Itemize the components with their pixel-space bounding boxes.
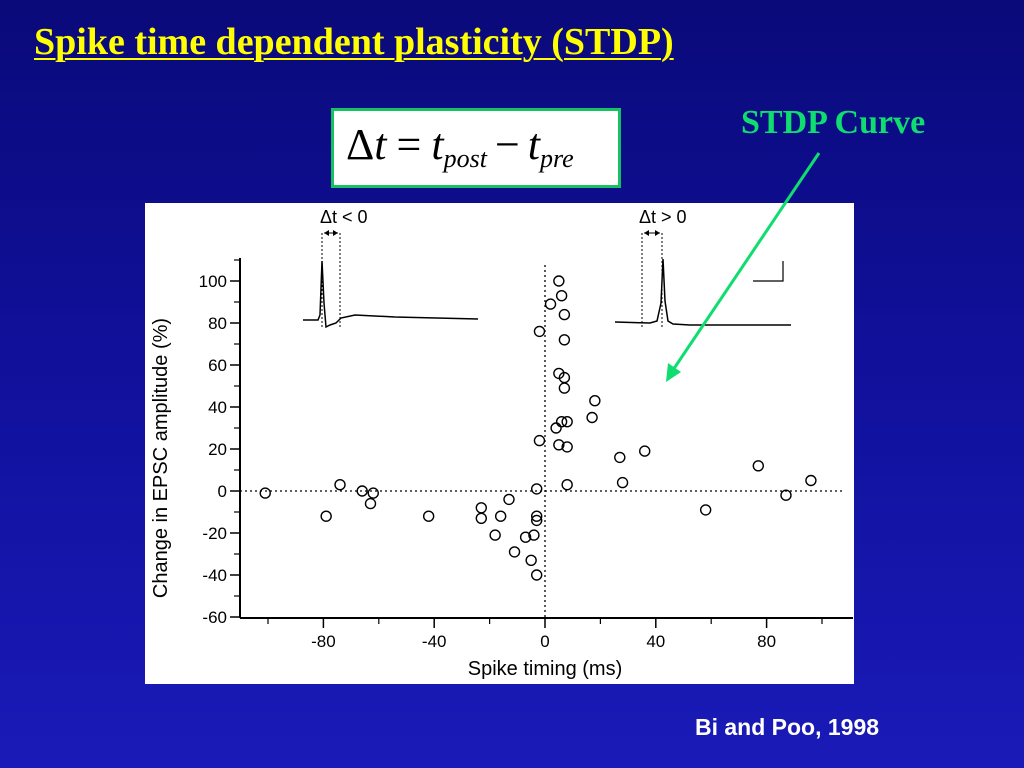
data-point	[503, 493, 515, 506]
data-point	[525, 554, 537, 566]
data-point	[259, 487, 271, 499]
data-point	[494, 510, 507, 522]
data-point	[561, 479, 573, 491]
data-point	[489, 529, 501, 541]
data-point	[364, 497, 377, 510]
y-tick-label: 20	[208, 440, 227, 459]
data-point	[558, 308, 571, 321]
stdp-scatter-chart: Δt < 0 Δt > 0 Spike timing (ms) Change i…	[150, 207, 853, 680]
data-point	[550, 422, 562, 434]
data-point	[553, 439, 565, 451]
data-point	[530, 569, 543, 581]
citation: Bi and Poo, 1998	[695, 714, 880, 740]
stdp-formula: Δt = tpost − tpre	[346, 123, 574, 172]
data-point	[558, 382, 571, 394]
data-point	[508, 546, 521, 558]
data-point	[475, 502, 487, 514]
data-point	[805, 474, 817, 487]
y-tick-label: -20	[202, 524, 227, 543]
formula-t-pre: t	[527, 120, 540, 169]
data-point	[639, 445, 651, 457]
formula-equals: =	[396, 120, 422, 169]
data-point	[555, 289, 568, 302]
inset-trace-positive	[614, 230, 791, 328]
data-point	[752, 460, 764, 472]
data-point	[530, 510, 543, 522]
data-point	[780, 489, 792, 501]
inset-label-negative: Δt < 0	[320, 207, 368, 227]
data-point	[558, 371, 571, 384]
data-point	[530, 514, 543, 527]
data-point	[528, 529, 540, 541]
formula-t: t	[374, 120, 387, 169]
formula-minus: −	[494, 120, 520, 169]
data-point	[356, 485, 368, 497]
data-point	[475, 512, 487, 524]
data-point	[367, 487, 379, 499]
x-tick-label: 80	[757, 632, 776, 651]
x-tick-label: -80	[311, 632, 336, 651]
data-point	[422, 510, 435, 522]
formula-t-post: t	[431, 120, 444, 169]
data-point	[320, 510, 332, 522]
data-point	[533, 325, 546, 338]
y-tick-label: 40	[208, 398, 227, 417]
formula-delta: Δ	[346, 120, 375, 169]
y-tick-label: -60	[202, 608, 227, 627]
data-point	[553, 275, 565, 287]
stdp-plot-panel: Δt < 0 Δt > 0 Spike timing (ms) Change i…	[145, 203, 854, 684]
stdp-curve-label: STDP Curve	[741, 104, 926, 141]
data-point	[586, 411, 598, 424]
data-point	[699, 504, 712, 516]
data-point	[334, 479, 346, 491]
x-tick-label: 40	[646, 632, 665, 651]
formula-box: Δt = tpost − tpre	[331, 108, 621, 188]
y-tick-label: 100	[199, 272, 227, 291]
x-axis-title: Spike timing (ms)	[468, 658, 622, 680]
inset-label-positive: Δt > 0	[639, 207, 687, 227]
y-axis-title: Change in EPSC amplitude (%)	[150, 318, 172, 598]
inset-trace-negative	[303, 230, 479, 329]
data-point	[555, 415, 568, 428]
data-point	[519, 531, 532, 543]
data-point	[561, 415, 573, 428]
data-point	[614, 451, 626, 464]
data-point	[530, 483, 543, 495]
formula-post-subscript: post	[443, 144, 487, 173]
formula-pre-subscript: pre	[540, 144, 574, 173]
data-point	[544, 298, 557, 310]
data-point	[616, 476, 629, 489]
data-point	[561, 441, 573, 453]
y-tick-label: 60	[208, 356, 227, 375]
slide-title: Spike time dependent plasticity (STDP)	[34, 21, 674, 63]
y-tick-label: 80	[208, 314, 227, 333]
data-point	[558, 334, 571, 346]
x-tick-label: -40	[422, 632, 447, 651]
y-tick-label: -40	[202, 566, 227, 585]
y-tick-label: 0	[218, 482, 227, 501]
data-point	[533, 434, 546, 447]
data-point	[589, 394, 601, 407]
x-tick-label: 0	[540, 632, 549, 651]
